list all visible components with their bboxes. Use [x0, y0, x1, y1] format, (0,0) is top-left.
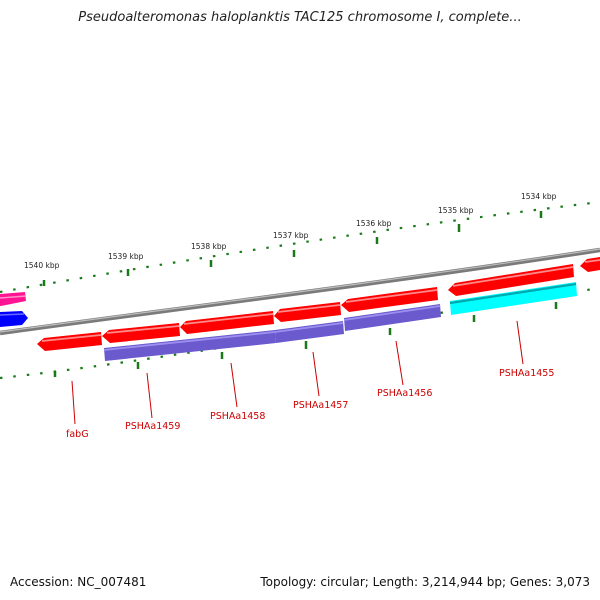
- inner-scale-ring: [0, 286, 600, 380]
- map-title: Pseudoalteromonas haloplanktis TAC125 ch…: [78, 10, 522, 25]
- gene-cyan-highlight: [450, 282, 577, 315]
- gene-pink-partial: [0, 292, 26, 306]
- scale-label-1536: 1536 kbp: [356, 219, 392, 228]
- gene-label-PSHAa1459: PSHAa1459: [125, 421, 180, 432]
- inner-major-ticks: [53, 302, 558, 377]
- gene-label-lines: [71, 320, 524, 425]
- gene-right-edge: [580, 257, 600, 272]
- forward-strand-genes: [37, 257, 600, 351]
- scale-label-1539: 1539 kbp: [108, 252, 144, 261]
- gene-reverse-3: [344, 304, 441, 331]
- gene-label-PSHAa1455: PSHAa1455: [499, 368, 554, 379]
- accession-label: Accession: NC_007481: [10, 575, 147, 589]
- outer-major-ticks: [42, 211, 543, 286]
- scale-label-1540: 1540 kbp: [24, 261, 60, 270]
- gene-fabG: [37, 332, 102, 351]
- scale-labels: 1540 kbp 1539 kbp 1538 kbp 1537 kbp 1536…: [24, 192, 557, 270]
- chromosome-backbone: [0, 247, 600, 336]
- scale-label-1538: 1538 kbp: [191, 242, 227, 251]
- outer-scale-ring: [0, 200, 600, 294]
- scale-label-1534: 1534 kbp: [521, 192, 557, 201]
- gene-label-PSHAa1458: PSHAa1458: [210, 411, 265, 422]
- genome-summary: Topology: circular; Length: 3,214,944 bp…: [260, 575, 590, 589]
- scale-label-1535: 1535 kbp: [438, 206, 474, 215]
- gene-labels: fabG PSHAa1459 PSHAa1458 PSHAa1457 PSHAa…: [66, 368, 554, 440]
- gene-reverse-2: [275, 321, 344, 343]
- gene-label-fabG: fabG: [66, 429, 89, 440]
- reverse-strand-genes: [103, 282, 577, 361]
- offscreen-genes: [0, 292, 28, 327]
- gene-label-PSHAa1457: PSHAa1457: [293, 400, 348, 411]
- gene-reverse-1: [104, 330, 276, 361]
- scale-label-1537: 1537 kbp: [273, 231, 309, 240]
- gene-label-PSHAa1456: PSHAa1456: [377, 388, 432, 399]
